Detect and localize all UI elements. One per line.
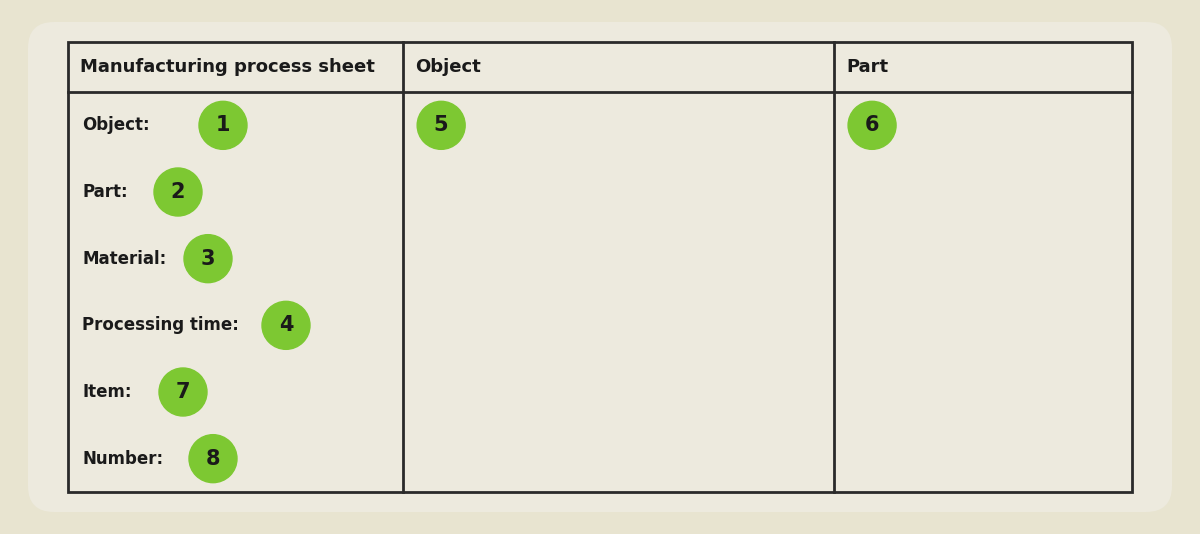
Circle shape <box>848 101 896 150</box>
Text: 2: 2 <box>170 182 185 202</box>
Text: 8: 8 <box>205 449 221 469</box>
Text: Material:: Material: <box>82 250 167 268</box>
Circle shape <box>262 301 310 349</box>
Text: Part: Part <box>846 58 888 76</box>
Circle shape <box>418 101 466 150</box>
Text: Manufacturing process sheet: Manufacturing process sheet <box>80 58 374 76</box>
Text: 1: 1 <box>216 115 230 135</box>
Circle shape <box>190 435 238 483</box>
Text: 5: 5 <box>434 115 449 135</box>
Text: Object:: Object: <box>82 116 150 135</box>
Text: 3: 3 <box>200 249 215 269</box>
Circle shape <box>184 234 232 282</box>
Circle shape <box>154 168 202 216</box>
Text: 7: 7 <box>175 382 191 402</box>
Circle shape <box>199 101 247 150</box>
FancyBboxPatch shape <box>28 22 1172 512</box>
Text: Part:: Part: <box>82 183 127 201</box>
Bar <box>68 42 1132 492</box>
Text: Number:: Number: <box>82 450 163 468</box>
Text: 6: 6 <box>865 115 880 135</box>
Circle shape <box>158 368 208 416</box>
Text: Processing time:: Processing time: <box>82 316 239 334</box>
Text: 4: 4 <box>278 316 293 335</box>
Text: Item:: Item: <box>82 383 132 401</box>
Text: Object: Object <box>415 58 481 76</box>
